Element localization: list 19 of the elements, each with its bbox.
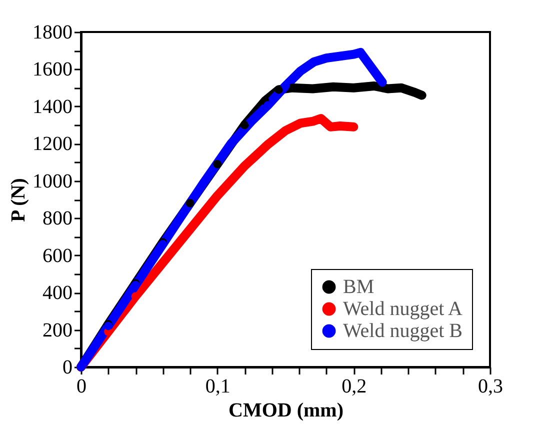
- y-tick-label: 200: [42, 319, 72, 342]
- legend-label: Weld nugget A: [343, 298, 464, 320]
- x-tick-label: 0,1: [205, 376, 230, 398]
- y-tick-label: 0: [62, 356, 72, 378]
- y-tick-label: 600: [42, 244, 72, 267]
- y-tick-label: 1600: [32, 58, 72, 81]
- y-tick-label: 1000: [32, 170, 72, 192]
- x-tick-label: 0: [76, 376, 86, 398]
- y-tick-label: 1800: [32, 22, 72, 44]
- y-tick-label: 800: [42, 208, 72, 230]
- x-tick-label: 0,3: [478, 376, 503, 398]
- x-axis-title: CMOD (mm): [228, 400, 344, 422]
- y-tick-label: 1200: [32, 133, 72, 156]
- legend-label: Weld nugget B: [343, 320, 462, 342]
- y-tick-label: 400: [42, 282, 72, 304]
- y-axis-title: P (N): [8, 178, 30, 222]
- x-tick-label: 0,2: [342, 376, 367, 398]
- legend-label: BM: [343, 276, 374, 298]
- y-tick-label: 1400: [32, 96, 72, 118]
